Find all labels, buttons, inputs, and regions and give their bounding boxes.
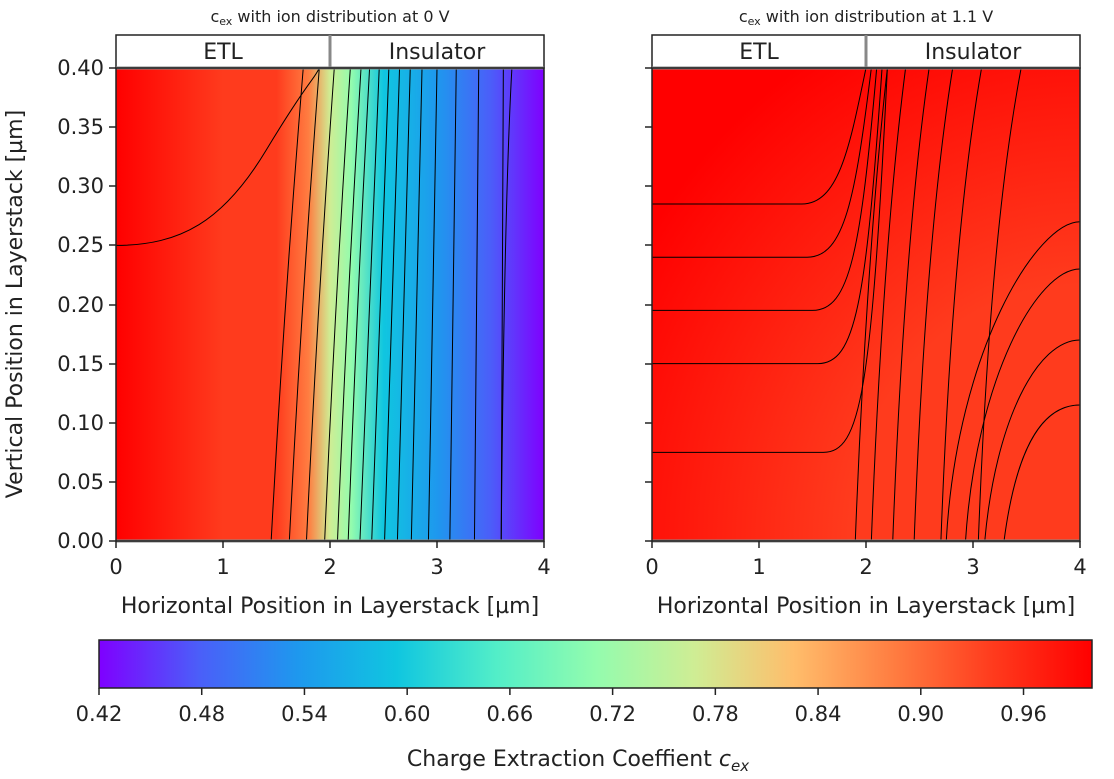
contour-line — [449, 68, 457, 541]
y-tick-label: 0.35 — [57, 115, 104, 139]
x-tick-labels-0v: 0 1 2 3 4 — [109, 555, 550, 579]
x-axis-label-0v: Horizontal Position in Layerstack [µm] — [121, 594, 539, 619]
colorbar: 0.42 0.48 0.54 0.60 0.66 0.72 0.78 0.84 0.90 0.96… — [76, 639, 1093, 775]
x-tick-labels-1v1: 0 1 2 3 4 — [645, 555, 1086, 579]
x-tick-label: 1 — [752, 555, 765, 579]
contours-1v1 — [652, 68, 1080, 541]
contour-line — [913, 68, 954, 541]
region-insulator-0v: Insulator — [389, 40, 487, 65]
x-tick-label: 1 — [216, 555, 229, 579]
contour-line — [854, 68, 888, 541]
contour-line — [652, 68, 867, 205]
colorbar-tick-label: 0.96 — [1000, 702, 1047, 726]
contour-line — [940, 68, 983, 541]
contour-line — [945, 221, 1080, 541]
y-axis-label-0v: Vertical Position in Layerstack [µm] — [3, 110, 28, 498]
colorbar-tick-label: 0.66 — [487, 702, 534, 726]
colorbar-label: Charge Extraction Coeffient cex — [407, 747, 749, 775]
contour-line — [305, 68, 335, 541]
colorbar-tick-label: 0.48 — [178, 702, 225, 726]
colorbar-gradient — [98, 639, 1093, 689]
x-tick-label: 3 — [430, 555, 443, 579]
x-tick-label: 0 — [109, 555, 122, 579]
colorbar-tick-label: 0.84 — [795, 702, 842, 726]
x-tick-label: 3 — [966, 555, 979, 579]
colorbar-tick-label: 0.90 — [897, 702, 944, 726]
x-tick-label: 0 — [645, 555, 658, 579]
heatmap-0v — [116, 68, 544, 541]
contour-line — [892, 68, 930, 541]
contour-line — [965, 268, 1080, 541]
panel-1v1: cex with ion distribution at 1.1 V ETL I… — [645, 7, 1087, 619]
y-tick-label: 0.15 — [57, 352, 104, 376]
colorbar-tick-label: 0.72 — [589, 702, 636, 726]
region-insulator-1v1: Insulator — [925, 40, 1023, 65]
x-tick-label: 2 — [859, 555, 872, 579]
contour-line — [288, 68, 320, 541]
x-tick-label: 2 — [323, 555, 336, 579]
contour-line — [473, 68, 480, 541]
contour-line — [324, 68, 351, 541]
heatmap-1v1 — [652, 68, 1080, 541]
panel-0v-title: cex with ion distribution at 0 V — [210, 7, 449, 28]
colorbar-tick-label: 0.78 — [692, 702, 739, 726]
panel-1v1-title: cex with ion distribution at 1.1 V — [739, 7, 993, 28]
x-axis-label-1v1: Horizontal Position in Layerstack [µm] — [657, 594, 1075, 619]
y-tick-label: 0.00 — [57, 529, 104, 553]
contour-line — [652, 68, 878, 311]
contour-line — [336, 68, 362, 541]
y-ticks-1v1 — [645, 67, 652, 542]
contour-line — [984, 339, 1080, 541]
contour-line — [652, 68, 883, 365]
panel-0v: cex with ion distribution at 0 V ETL Ins… — [3, 7, 551, 619]
colorbar-tick-label: 0.54 — [281, 702, 328, 726]
y-ticks-0v — [109, 67, 116, 542]
y-tick-label: 0.25 — [57, 233, 104, 257]
contour-line — [870, 68, 907, 541]
contour-line — [116, 68, 320, 246]
contour-line — [347, 68, 371, 541]
y-tick-label: 0.30 — [57, 174, 104, 198]
contour-line — [1003, 404, 1080, 541]
x-ticks-1v1 — [651, 541, 1081, 548]
colorbar-tick-label: 0.42 — [76, 702, 123, 726]
y-tick-label: 0.05 — [57, 470, 104, 494]
contour-line — [500, 68, 513, 541]
contour-line — [977, 68, 1022, 541]
y-tick-label: 0.10 — [57, 411, 104, 435]
region-etl-1v1: ETL — [739, 40, 779, 65]
y-tick-label: 0.20 — [57, 293, 104, 317]
x-ticks-0v — [115, 541, 545, 548]
x-tick-label: 4 — [1073, 555, 1086, 579]
y-tick-labels-0v: 0.00 0.05 0.10 0.15 0.20 0.25 0.30 0.35 … — [57, 56, 104, 553]
x-tick-label: 4 — [537, 555, 550, 579]
contour-line — [427, 68, 438, 541]
colorbar-tick-label: 0.60 — [384, 702, 431, 726]
contour-line — [270, 68, 304, 541]
colorbar-ticks: 0.42 0.48 0.54 0.60 0.66 0.72 0.78 0.84 0.90 0.96 — [76, 688, 1047, 726]
y-tick-label: 0.40 — [57, 56, 104, 80]
region-etl-0v: ETL — [203, 40, 243, 65]
contour-line — [652, 68, 872, 258]
